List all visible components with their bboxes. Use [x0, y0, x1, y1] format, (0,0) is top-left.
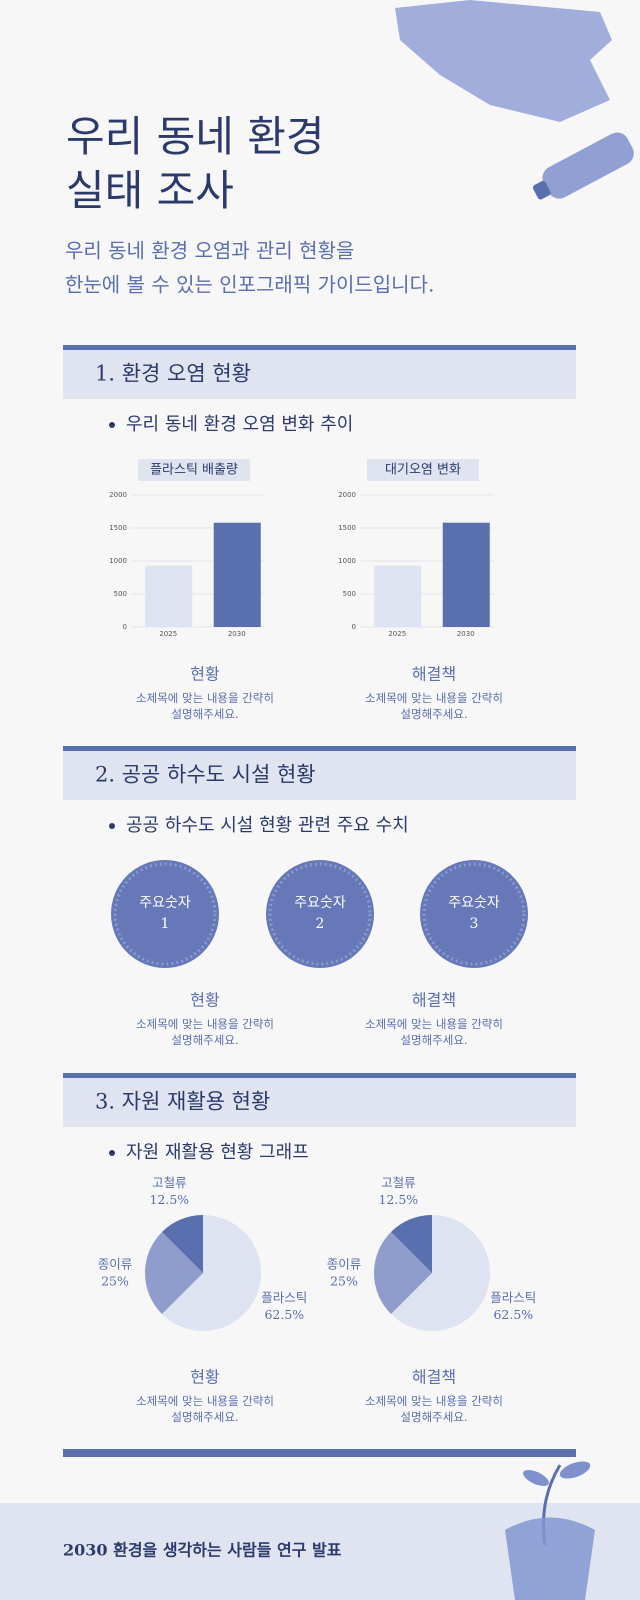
bullet-text: 자원 재활용 현황 그래프 — [126, 1142, 309, 1163]
figure-circle — [111, 860, 219, 968]
caption-text: 소제목에 맞는 내용을 간략히 — [136, 1394, 274, 1408]
figure-label: 주요숫자 — [139, 895, 191, 911]
y-tick-label: 0 — [123, 623, 127, 631]
pie-slice — [390, 1215, 432, 1273]
y-tick-label: 0 — [352, 623, 356, 631]
y-tick-label: 1000 — [338, 557, 356, 565]
chart-title-box — [367, 459, 479, 481]
caption-title: 현황 — [190, 665, 220, 684]
title-line: 실태 조사 — [66, 166, 234, 215]
bullet-dot — [109, 1150, 115, 1156]
pie-slice — [390, 1215, 491, 1332]
caption-text: 소제목에 맞는 내용을 간략히 — [136, 1017, 274, 1031]
y-tick-label: 500 — [114, 590, 127, 598]
figure-number: 1 — [161, 916, 170, 932]
caption-text: 설명해주세요. — [400, 1033, 467, 1047]
x-tick-label: 2030 — [457, 630, 475, 638]
caption-text: 설명해주세요. — [171, 707, 238, 721]
pie-slice — [161, 1215, 203, 1273]
subtitle-line: 우리 동네 환경 오염과 관리 현황을 — [65, 239, 354, 263]
caption-title: 현황 — [190, 991, 220, 1010]
chart-title: 대기오염 변화 — [385, 463, 461, 478]
figure-label: 주요숫자 — [294, 895, 346, 911]
pie-slice — [161, 1215, 262, 1332]
pie-value-label: 12.5% — [149, 1192, 189, 1207]
pie-slice — [145, 1231, 203, 1315]
figure-texture — [422, 862, 526, 966]
pie-label: 플라스틱 — [490, 1290, 536, 1305]
y-tick-label: 2000 — [109, 491, 127, 499]
bullet-text: 공공 하수도 시설 현황 관련 주요 수치 — [126, 815, 409, 836]
bar — [213, 522, 261, 627]
bullet-dot — [109, 823, 115, 829]
figure-circle — [266, 860, 374, 968]
y-tick-label: 2000 — [338, 491, 356, 499]
x-tick-label: 2025 — [388, 630, 406, 638]
x-tick-label: 2025 — [159, 630, 177, 638]
caption-text: 설명해주세요. — [400, 1410, 467, 1424]
pie-value-label: 25% — [101, 1274, 129, 1289]
section-bar — [63, 345, 576, 350]
caption-title: 해결책 — [412, 1368, 456, 1387]
footer-text: 2030 환경을 생각하는 사람들 연구 발표 — [63, 1541, 342, 1560]
bullet-text: 우리 동네 환경 오염 변화 추이 — [126, 414, 353, 435]
section-heading-box — [63, 751, 576, 800]
caption-text: 소제목에 맞는 내용을 간략히 — [365, 1017, 503, 1031]
section-heading-box — [63, 350, 576, 399]
y-tick-label: 1500 — [338, 524, 356, 532]
pie-label: 종이류 — [98, 1257, 133, 1272]
x-tick-label: 2030 — [228, 630, 246, 638]
figure-texture — [268, 862, 372, 966]
pie-label: 고철류 — [381, 1175, 416, 1190]
pie-label: 종이류 — [327, 1257, 362, 1272]
bottle-decoration — [532, 132, 634, 200]
caption-text: 소제목에 맞는 내용을 간략히 — [365, 1394, 503, 1408]
bar — [374, 565, 422, 627]
section-heading: 3. 자원 재활용 현황 — [95, 1090, 270, 1114]
section-heading-box — [63, 1078, 576, 1127]
figure-number: 2 — [316, 916, 325, 932]
caption-text: 소제목에 맞는 내용을 간략히 — [136, 691, 274, 705]
figure-number: 3 — [470, 916, 479, 932]
caption-text: 설명해주세요. — [171, 1410, 238, 1424]
y-tick-label: 1500 — [109, 524, 127, 532]
plant-decoration — [505, 1461, 595, 1600]
subtitle-line: 한눈에 볼 수 있는 인포그래픽 가이드입니다. — [65, 273, 434, 297]
section-heading: 2. 공공 하수도 시설 현황 — [95, 763, 316, 787]
caption-title: 해결책 — [412, 991, 456, 1010]
bag-decoration — [395, 0, 612, 122]
caption-text: 설명해주세요. — [400, 707, 467, 721]
chart-title: 플라스틱 배출량 — [150, 463, 238, 478]
figure-texture — [113, 862, 217, 966]
pie-label: 고철류 — [152, 1175, 187, 1190]
bullet-dot — [109, 422, 115, 428]
y-tick-label: 1000 — [109, 557, 127, 565]
caption-title: 해결책 — [412, 665, 456, 684]
y-tick-label: 500 — [343, 590, 356, 598]
caption-text: 소제목에 맞는 내용을 간략히 — [365, 691, 503, 705]
figure-circle — [420, 860, 528, 968]
pie-value-label: 25% — [330, 1274, 358, 1289]
pie-value-label: 12.5% — [378, 1192, 418, 1207]
pie-value-label: 62.5% — [493, 1307, 533, 1322]
chart-title-box — [138, 459, 250, 481]
figure-label: 주요숫자 — [448, 895, 500, 911]
caption-text: 설명해주세요. — [171, 1033, 238, 1047]
bar — [145, 565, 193, 627]
section-bar — [63, 1073, 576, 1078]
section-bar — [63, 746, 576, 751]
title-line: 우리 동네 환경 — [66, 112, 325, 161]
divider — [63, 1449, 576, 1457]
pie-label: 플라스틱 — [261, 1290, 307, 1305]
pie-value-label: 62.5% — [264, 1307, 304, 1322]
caption-title: 현황 — [190, 1368, 220, 1387]
bar — [442, 522, 490, 627]
pie-slice — [374, 1231, 432, 1315]
section-heading: 1. 환경 오염 현황 — [95, 362, 251, 386]
